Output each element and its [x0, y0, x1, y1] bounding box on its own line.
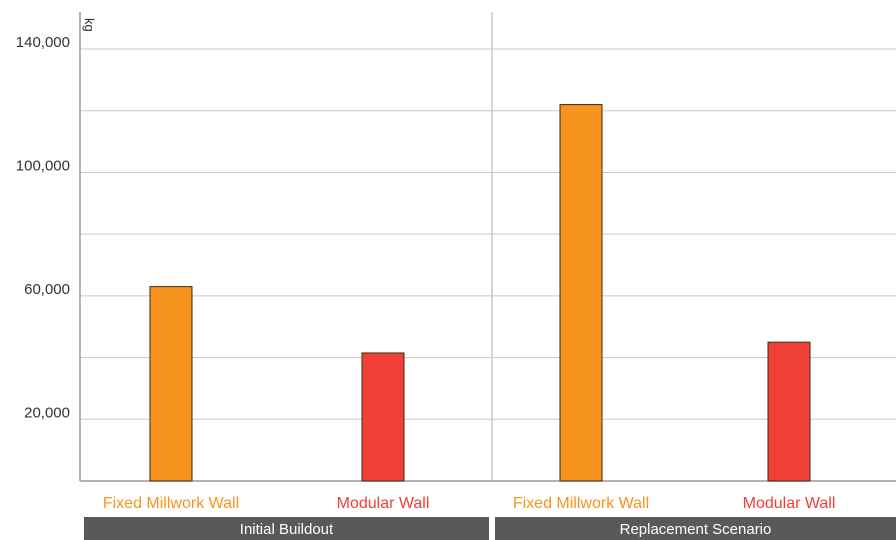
group-label: Replacement Scenario [620, 521, 772, 538]
gridlines [80, 48, 896, 420]
bar [149, 286, 193, 482]
group-bands: Initial Buildout Replacement Scenario [84, 517, 896, 540]
category-labels: Fixed Millwork Wall Modular Wall Fixed Mil… [103, 495, 836, 512]
bar [559, 104, 603, 482]
group-label: Initial Buildout [240, 521, 334, 538]
bar [361, 352, 405, 482]
y-axis-unit-label: kg [82, 18, 97, 32]
y-tick-label: 100,000 [16, 157, 70, 174]
category-label: Modular Wall [743, 495, 836, 512]
bar [767, 341, 811, 482]
category-label: Modular Wall [337, 495, 430, 512]
y-tick-label: 60,000 [24, 281, 70, 298]
bars [149, 104, 811, 482]
group-band [84, 517, 489, 540]
group-band [495, 517, 896, 540]
y-tick-label: 20,000 [24, 404, 70, 421]
category-label: Fixed Millwork Wall [513, 495, 649, 512]
category-label: Fixed Millwork Wall [103, 495, 239, 512]
y-tick-label: 140,000 [16, 34, 70, 51]
y-tick-labels: 20,000 60,000 100,000 140,000 [16, 34, 70, 421]
axes: kg [79, 12, 896, 482]
